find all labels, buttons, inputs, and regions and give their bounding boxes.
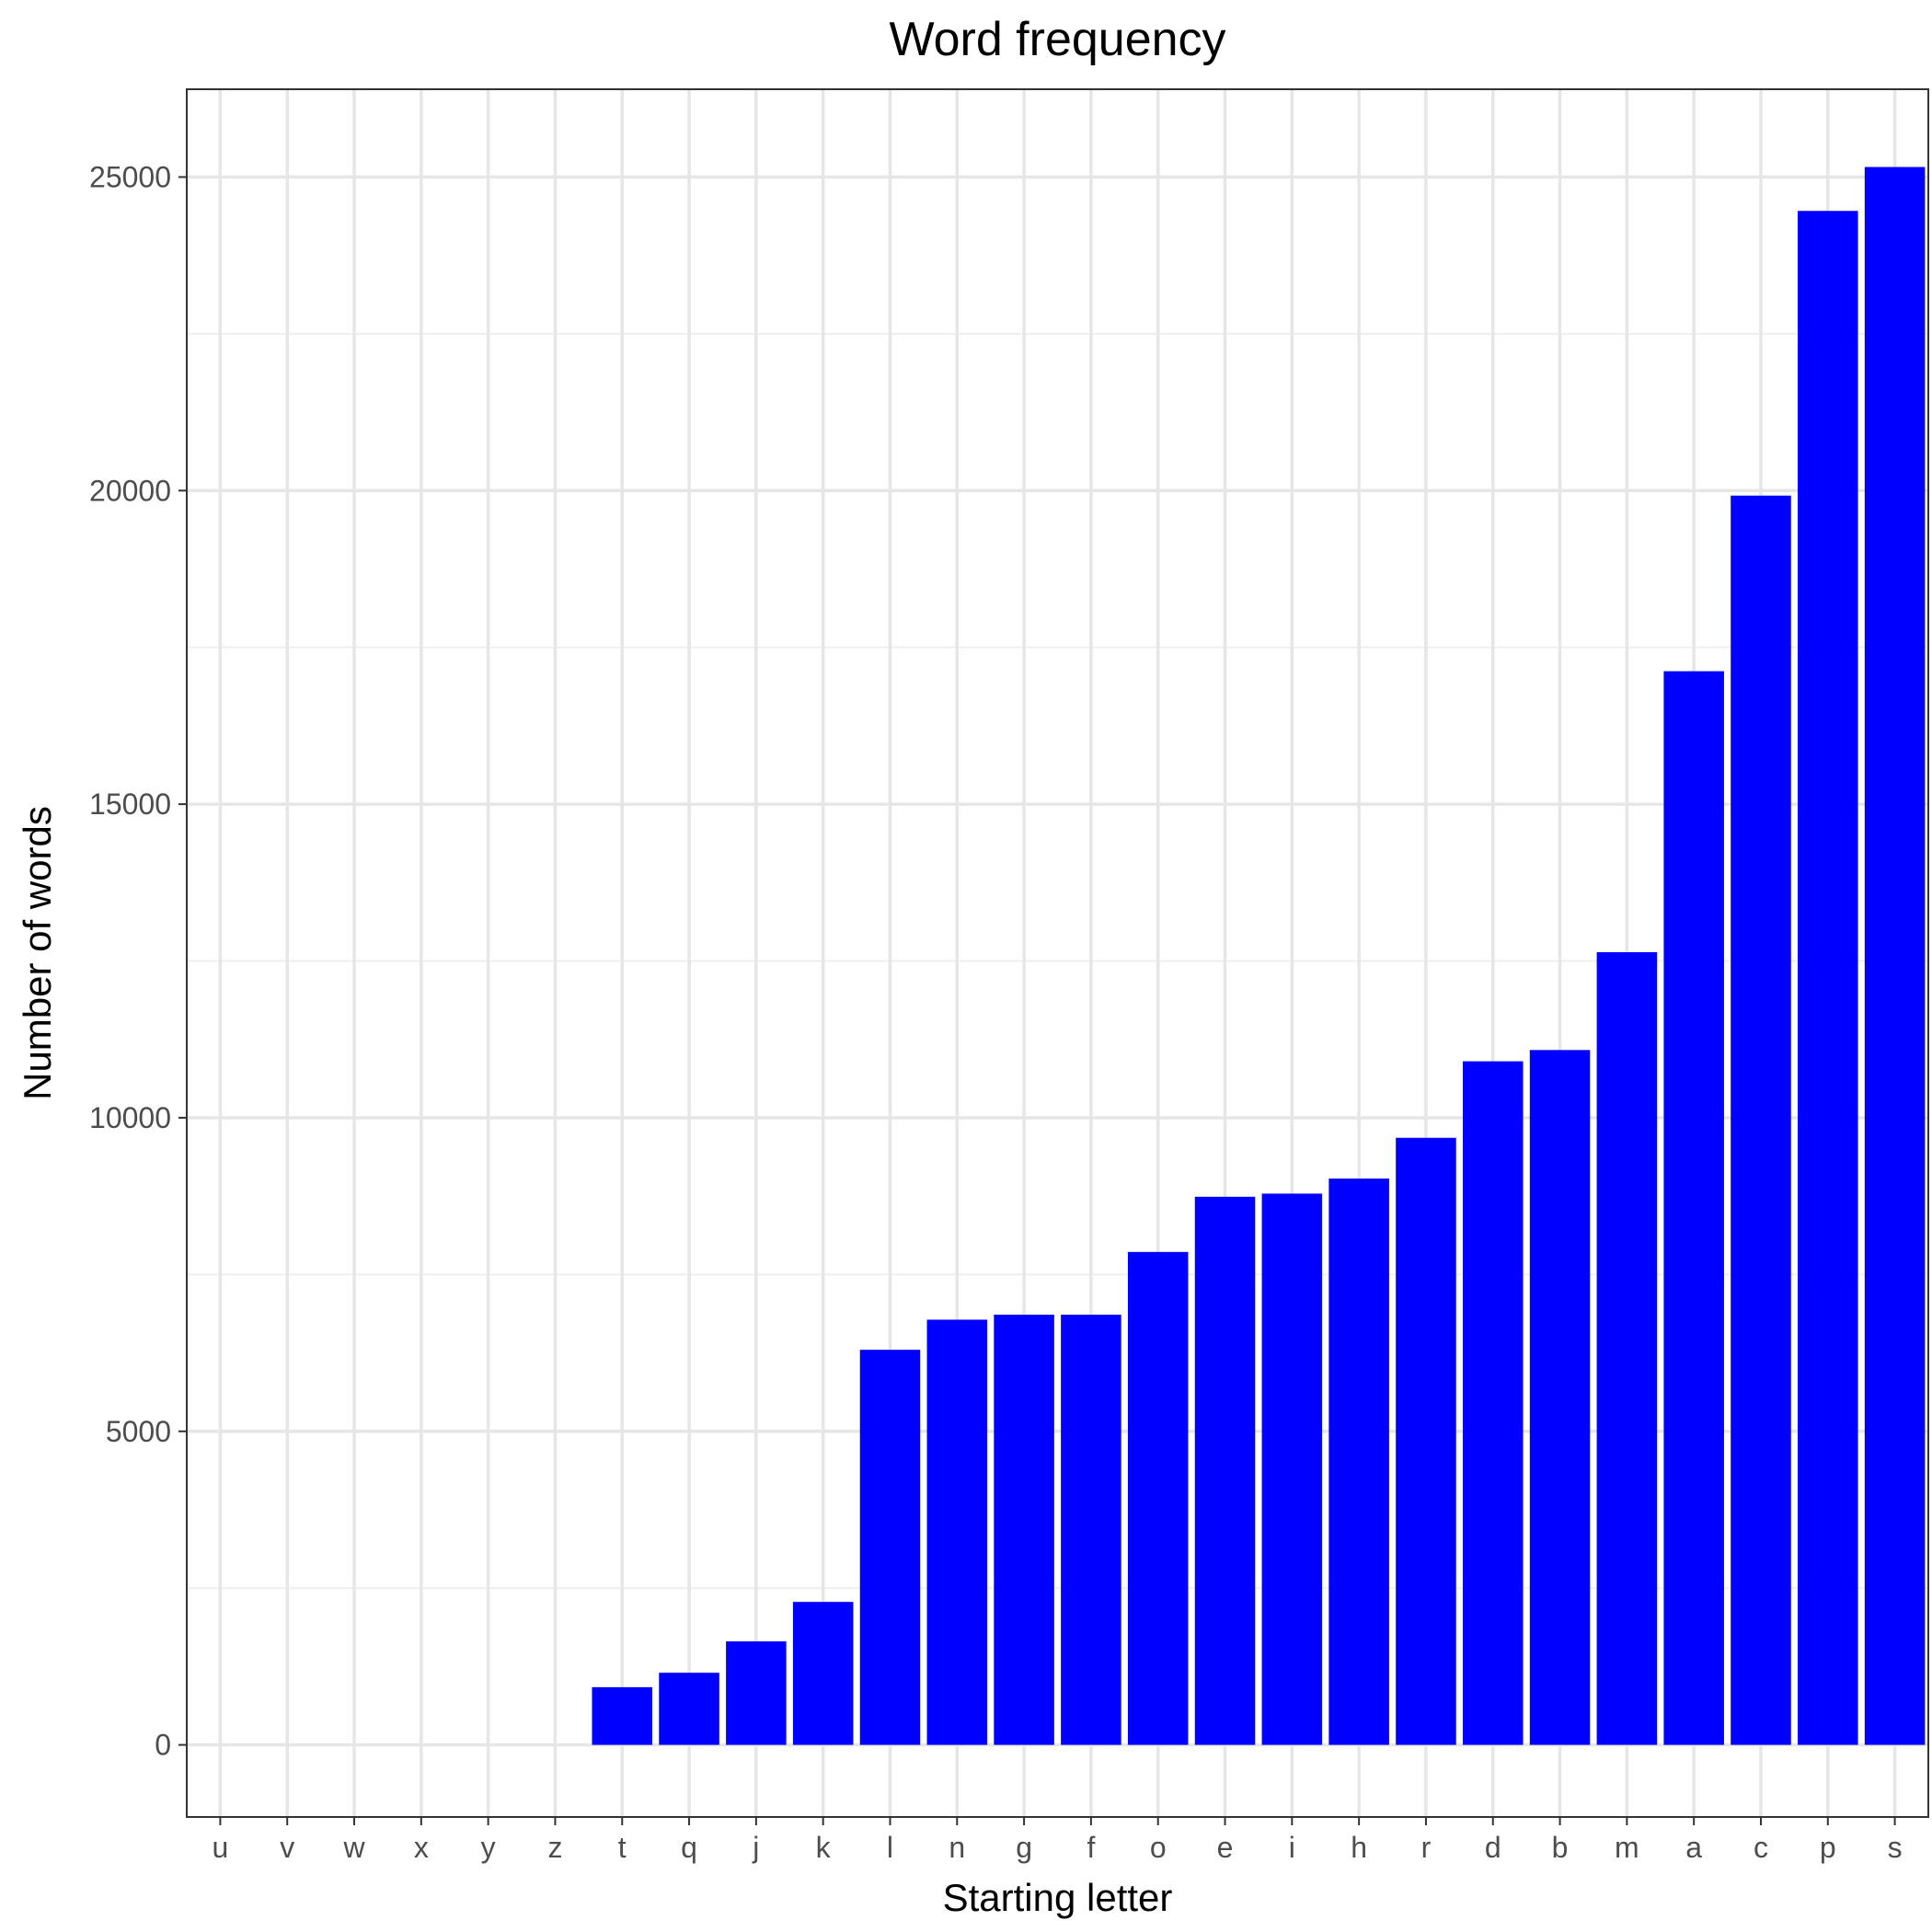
x-tick-label: c	[1754, 1831, 1768, 1864]
x-tick-label: d	[1485, 1831, 1501, 1864]
y-axis-title: Number of words	[16, 806, 59, 1100]
x-tick-label: v	[280, 1831, 294, 1864]
bar-r	[1396, 1137, 1456, 1745]
bar-i	[1261, 1193, 1323, 1745]
bar-g	[994, 1314, 1054, 1745]
y-tick-label: 15000	[89, 788, 171, 821]
bar-h	[1328, 1179, 1389, 1745]
bar-s	[1864, 167, 1926, 1745]
bar-b	[1529, 1050, 1591, 1745]
x-tick-label: y	[481, 1831, 496, 1864]
bar-a	[1663, 671, 1724, 1745]
bar-n	[926, 1319, 988, 1745]
x-tick-label: m	[1615, 1831, 1639, 1864]
x-tick-label: p	[1820, 1831, 1836, 1864]
bar-m	[1596, 951, 1658, 1745]
bars-layer	[592, 167, 1926, 1745]
bar-l	[859, 1350, 921, 1745]
bar-d	[1462, 1061, 1524, 1745]
bar-q	[659, 1673, 719, 1745]
bar-c	[1731, 495, 1791, 1745]
x-tick-label: u	[213, 1831, 229, 1864]
x-tick-label: o	[1150, 1831, 1167, 1864]
bar-e	[1194, 1196, 1256, 1745]
x-tick-label: w	[342, 1831, 365, 1864]
x-tick-label: j	[752, 1831, 759, 1864]
x-tick-label: z	[547, 1831, 562, 1864]
bar-j	[726, 1641, 787, 1745]
x-tick-label: a	[1685, 1831, 1702, 1864]
bar-t	[592, 1686, 653, 1745]
x-tick-label: x	[414, 1831, 429, 1864]
x-tick-label: r	[1421, 1831, 1432, 1864]
bar-o	[1127, 1251, 1189, 1745]
y-tick-label: 5000	[106, 1415, 171, 1448]
panel-border	[186, 88, 1929, 1818]
x-tick-label: g	[1016, 1831, 1032, 1864]
x-tick-label: q	[681, 1831, 697, 1864]
x-tick-label: n	[949, 1831, 965, 1864]
chart-title: Word frequency	[889, 13, 1225, 66]
x-tick-label: i	[1289, 1831, 1295, 1864]
x-tick-label: s	[1888, 1831, 1903, 1864]
x-tick-label: l	[887, 1831, 893, 1864]
ticks-layer: 0 5000 10000 15000 20000 25000 u v w x y z t q j k l n g f o…	[89, 160, 1903, 1864]
x-tick-label: t	[618, 1831, 627, 1864]
x-tick-label: e	[1217, 1831, 1234, 1864]
y-tick-label: 25000	[89, 160, 171, 193]
y-tick-label: 20000	[89, 474, 171, 507]
y-tick-label: 0	[155, 1729, 171, 1762]
bar-k	[792, 1602, 854, 1745]
x-tick-label: b	[1552, 1831, 1569, 1864]
bar-p	[1798, 211, 1858, 1745]
x-tick-label: k	[816, 1831, 832, 1864]
x-axis-title: Starting letter	[943, 1876, 1173, 1919]
x-tick-label: f	[1087, 1831, 1095, 1864]
x-tick-label: h	[1351, 1831, 1367, 1864]
bar-f	[1061, 1314, 1121, 1745]
y-tick-label: 10000	[89, 1101, 171, 1134]
